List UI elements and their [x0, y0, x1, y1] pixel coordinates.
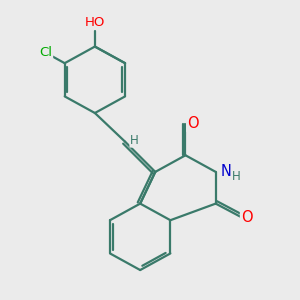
Text: O: O [241, 210, 253, 225]
Text: H: H [130, 134, 139, 147]
Text: HO: HO [85, 16, 105, 29]
Text: H: H [232, 170, 241, 183]
Text: N: N [220, 164, 231, 179]
Text: Cl: Cl [39, 46, 52, 59]
Text: O: O [187, 116, 199, 131]
